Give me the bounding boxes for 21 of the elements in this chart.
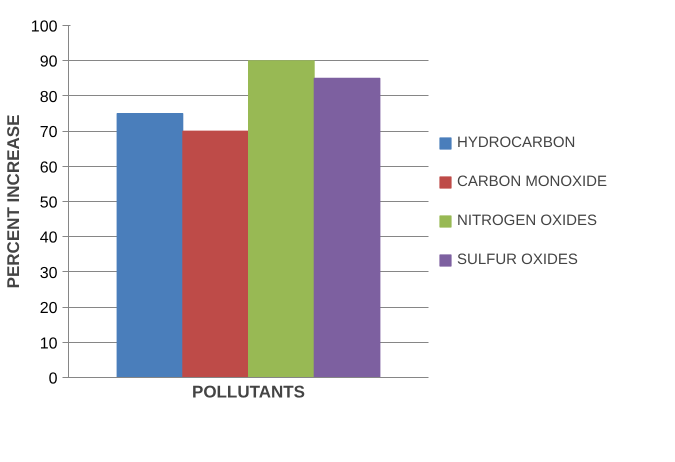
y-tick-label: 0 — [48, 370, 58, 388]
y-tick-label: 30 — [40, 264, 58, 282]
y-axis-title: PERCENT INCREASE — [4, 114, 23, 288]
bar — [116, 113, 184, 378]
y-tick-label: 80 — [40, 88, 58, 106]
legend-label: HYDROCARBON — [457, 134, 576, 151]
y-tick-label: 70 — [40, 124, 58, 142]
y-tick-label: 60 — [40, 159, 58, 176]
y-tick-label: 100 — [30, 18, 58, 36]
y-tick-label: 20 — [40, 300, 58, 318]
y-tick-label: 90 — [40, 54, 58, 71]
y-tick-label: 40 — [40, 230, 58, 247]
bar — [182, 130, 249, 378]
legend-label: SULFUR OXIDES — [457, 251, 578, 268]
y-tick-label: 10 — [40, 335, 58, 352]
legend-label: NITROGEN OXIDES — [457, 212, 598, 229]
x-axis-title: POLLUTANTS — [192, 382, 306, 402]
bar — [248, 60, 315, 378]
bar — [314, 78, 380, 378]
y-tick-label: 50 — [40, 194, 58, 212]
legend-label: CARBON MONOXIDE — [457, 173, 608, 190]
